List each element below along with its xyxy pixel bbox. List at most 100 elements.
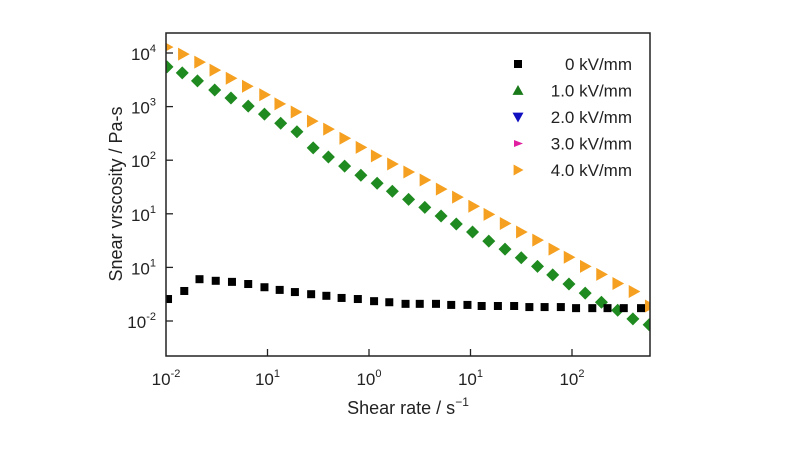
legend-marker-icon xyxy=(512,112,524,123)
data-point xyxy=(530,259,544,273)
data-point xyxy=(307,290,316,299)
data-point xyxy=(418,200,432,214)
y-tick-base: 10 xyxy=(131,206,150,225)
legend-marker-icon xyxy=(514,60,522,68)
y-tick-label: 104 xyxy=(131,43,156,64)
data-point xyxy=(572,304,581,313)
legend-marker-icon xyxy=(512,85,524,95)
y-tick-label: 10-2 xyxy=(127,311,156,332)
x-tick-base: 10 xyxy=(458,370,477,389)
data-point xyxy=(415,299,424,308)
data-point xyxy=(540,303,549,312)
data-point xyxy=(387,157,399,171)
data-point xyxy=(355,140,368,154)
series-triangle-right xyxy=(166,42,650,313)
data-point xyxy=(525,303,534,312)
data-point xyxy=(257,107,271,121)
y-tick-exp: 1 xyxy=(150,257,156,269)
data-point xyxy=(259,88,271,102)
x-tick-label: 101 xyxy=(458,368,483,389)
data-point xyxy=(338,159,352,173)
data-point xyxy=(274,116,288,130)
legend-label: 3.0 kV/mm xyxy=(551,135,632,154)
x-tick-exp: 1 xyxy=(477,368,483,380)
data-point xyxy=(449,217,463,231)
data-point xyxy=(642,318,650,332)
data-point xyxy=(578,286,592,300)
data-point xyxy=(241,99,255,113)
legend-item: 3.0 kV/mm xyxy=(514,135,632,154)
data-point xyxy=(211,276,220,285)
data-point xyxy=(290,125,304,139)
data-point xyxy=(493,301,502,310)
data-point xyxy=(224,91,238,105)
data-point xyxy=(290,105,303,119)
data-point xyxy=(596,267,608,281)
data-point xyxy=(628,285,641,299)
data-point xyxy=(306,141,320,155)
x-axis-ticks: 10-2 101 100 101 102 xyxy=(152,349,585,389)
legend-label: 4.0 kV/mm xyxy=(551,161,632,180)
data-point xyxy=(401,299,410,308)
data-point xyxy=(532,233,544,247)
y-tick-exp: 4 xyxy=(150,43,156,55)
y-tick-exp: 2 xyxy=(150,150,156,162)
data-point xyxy=(447,300,456,309)
data-point xyxy=(498,242,512,256)
series-diamond xyxy=(166,60,650,332)
x-tick-label: 100 xyxy=(356,368,381,389)
x-tick-exp: 2 xyxy=(578,368,584,380)
data-point xyxy=(466,225,480,239)
x-tick-base: 10 xyxy=(559,370,578,389)
y-tick-label: 101 xyxy=(131,204,156,225)
legend-marker-icon xyxy=(513,164,524,176)
data-point xyxy=(468,199,481,213)
data-point xyxy=(323,122,335,136)
y-tick-exp: 3 xyxy=(150,97,156,109)
data-point xyxy=(180,286,189,295)
data-point xyxy=(353,295,362,304)
y-tick-base: 10 xyxy=(131,152,150,171)
data-point xyxy=(166,295,173,304)
data-point xyxy=(227,277,236,286)
data-point xyxy=(322,291,331,300)
data-point xyxy=(644,299,650,313)
data-point xyxy=(452,190,464,204)
data-point xyxy=(403,165,416,179)
data-point xyxy=(546,268,560,282)
data-point xyxy=(562,277,576,291)
data-point xyxy=(603,304,612,313)
data-point xyxy=(434,209,448,223)
plot-frame xyxy=(165,32,651,357)
data-point xyxy=(477,301,486,310)
data-point xyxy=(402,192,416,206)
legend-marker-icon xyxy=(514,140,523,147)
x-tick-label: 101 xyxy=(255,368,280,389)
data-point xyxy=(579,259,592,273)
data-point xyxy=(385,184,399,198)
data-point xyxy=(463,300,472,309)
series-square xyxy=(166,275,646,313)
legend-label: 1.0 kV/mm xyxy=(551,82,632,101)
data-point xyxy=(612,276,625,290)
legend-item: 0 kV/mm xyxy=(514,55,632,74)
data-point xyxy=(209,63,222,77)
x-axis-title: Shear rate / s−1 xyxy=(347,395,469,418)
data-point xyxy=(548,242,561,256)
data-point xyxy=(208,83,222,97)
x-axis-title-text: Shear rate / s xyxy=(347,398,455,418)
data-point xyxy=(225,71,238,85)
y-tick-label: 103 xyxy=(131,97,156,118)
y-tick-base: 10 xyxy=(131,45,150,64)
data-point xyxy=(516,225,528,239)
data-point xyxy=(435,182,448,196)
legend-label: 0 kV/mm xyxy=(565,55,632,74)
data-point xyxy=(637,304,646,313)
data-point xyxy=(175,66,189,80)
y-tick-exp: 1 xyxy=(150,204,156,216)
y-tick-exp: -2 xyxy=(146,311,156,323)
data-point xyxy=(166,60,174,74)
legend-item: 1.0 kV/mm xyxy=(512,82,632,101)
x-tick-base: 10 xyxy=(356,370,375,389)
